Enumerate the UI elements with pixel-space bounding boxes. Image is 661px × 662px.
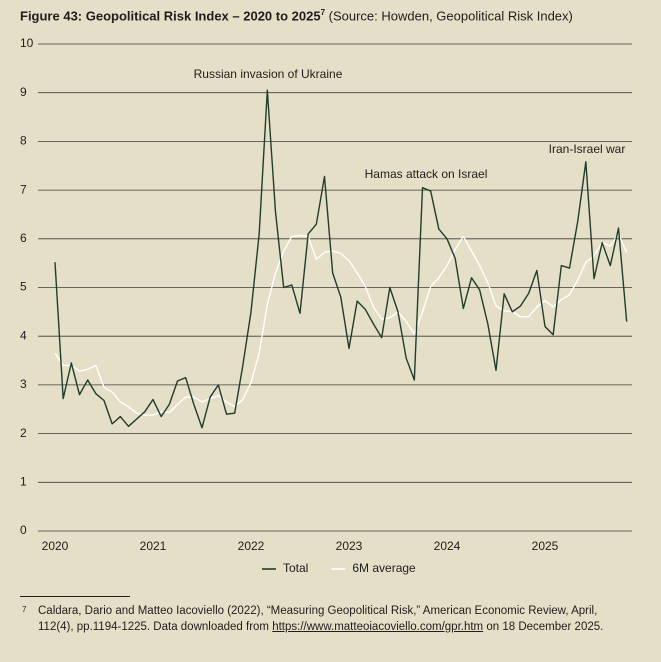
y-tick-label: 10 [20, 36, 34, 50]
x-tick-label: 2024 [434, 539, 461, 553]
x-tick-label: 2022 [238, 539, 265, 553]
y-tick-label: 8 [20, 134, 27, 148]
x-tick-label: 2023 [336, 539, 363, 553]
footnote-text: 112(4), pp.1194-1225. Data downloaded fr… [38, 621, 270, 633]
chart-title: Figure 43: Geopolitical Risk Index – 202… [20, 8, 321, 24]
footnote-rule [20, 596, 130, 597]
title-note: 7 [320, 8, 326, 17]
y-tick-label: 6 [20, 231, 27, 245]
line-series [54, 89, 628, 429]
legend-label: Total [283, 561, 308, 575]
x-tick-label: 2020 [42, 539, 69, 553]
x-tick-label: 2025 [532, 539, 559, 553]
y-tick-label: 3 [20, 377, 27, 391]
chart: 0 1 2 3 4 5 6 7 8 9 10 2020 2021 2022 2023 2024 2025 Russ… [20, 36, 632, 575]
footnote: 7 Caldara, Dario and Matteo Iacoviello (… [20, 596, 640, 635]
y-tick-label: 2 [20, 426, 27, 440]
legend-label: 6M average [352, 561, 416, 575]
y-tick-label: 4 [20, 328, 27, 342]
footnote-line: Caldara, Dario and Matteo Iacoviello (20… [38, 605, 598, 617]
y-tick-label: 1 [20, 474, 27, 488]
annotation: Hamas attack on Israel [365, 167, 488, 181]
y-tick-label: 7 [20, 182, 27, 196]
x-tick-label: 2021 [140, 539, 167, 553]
y-tick-label: 0 [20, 523, 27, 537]
title-block: Figure 43: Geopolitical Risk Index – 202… [20, 8, 573, 23]
footnote-marker: 7 [22, 605, 27, 614]
line-series [54, 233, 628, 416]
footnote-link[interactable]: https://www.matteoiacoviello.com/gpr.htm [272, 621, 484, 633]
y-tick-label: 5 [20, 280, 27, 294]
y-tick-label: 9 [20, 85, 27, 99]
annotation: Russian invasion of Ukraine [194, 67, 343, 81]
annotation: Iran-Israel war [549, 142, 626, 156]
footnote-line: 112(4), pp.1194-1225. Data downloaded fr… [38, 619, 640, 635]
chart-subtitle: (Source: Howden, Geopolitical Risk Index… [328, 8, 573, 24]
footnote-text: on 18 December 2025. [486, 621, 604, 633]
